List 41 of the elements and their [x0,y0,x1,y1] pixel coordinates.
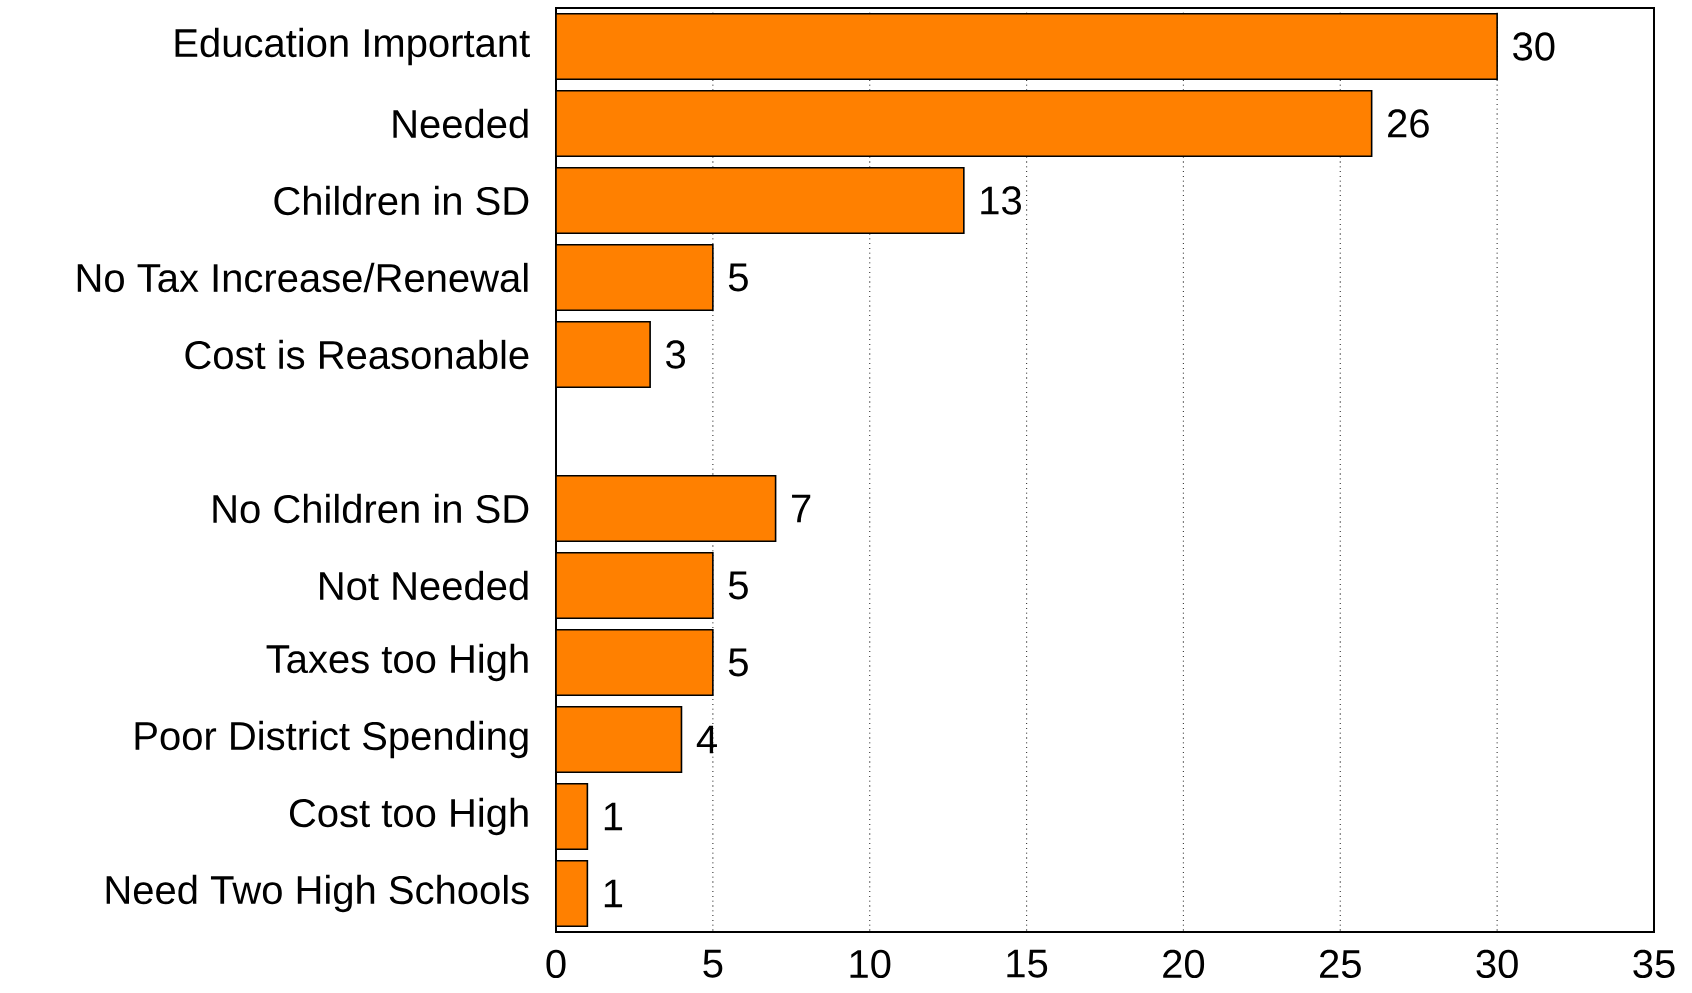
x-tick-label: 30 [1476,949,1518,979]
y-tick-label: Education Important [175,27,530,66]
data-label: 5 [728,648,748,677]
bar [556,243,714,312]
data-label: 3 [666,340,685,369]
bar [556,705,683,774]
y-tick-label: No Children in SD [213,493,529,524]
x-tick-label: 10 [850,949,891,979]
y-tick-label: Not Needed [320,570,528,601]
y-tick-label: Poor District Spending [135,720,528,759]
data-label: 1 [604,802,623,831]
y-tick-label: Children in SD [274,185,529,216]
data-label: 7 [792,494,811,523]
data-label: 5 [728,571,748,600]
bar [556,628,714,697]
bar [556,166,965,235]
data-label: 26 [1388,109,1429,138]
bar [556,782,589,851]
data-label: 1 [604,879,623,908]
x-tick-label: 5 [703,949,723,978]
x-tick-label: 20 [1163,949,1205,979]
bar [556,320,651,389]
data-label: 4 [696,725,717,754]
data-label: 30 [1513,32,1555,61]
bar [556,12,1498,81]
bar [556,859,589,928]
data-label: 13 [981,186,1021,215]
bar [556,551,714,620]
y-tick-label: Taxes too High [266,643,528,682]
data-label: 5 [728,263,748,292]
x-tick-label: 35 [1633,949,1675,979]
x-tick-label: 15 [1007,949,1048,978]
bar [556,89,1373,158]
y-tick-label: Cost is Reasonable [185,339,529,370]
y-tick-label: Cost too High [289,797,528,836]
bar [556,474,777,543]
y-tick-label: Need Two High Schools [106,874,529,913]
y-tick-label: Needed [393,108,528,139]
y-tick-label: No Tax Increase/Renewal [77,262,528,293]
x-tick-label: 25 [1320,949,1361,979]
x-tick-label: 0 [546,949,566,979]
